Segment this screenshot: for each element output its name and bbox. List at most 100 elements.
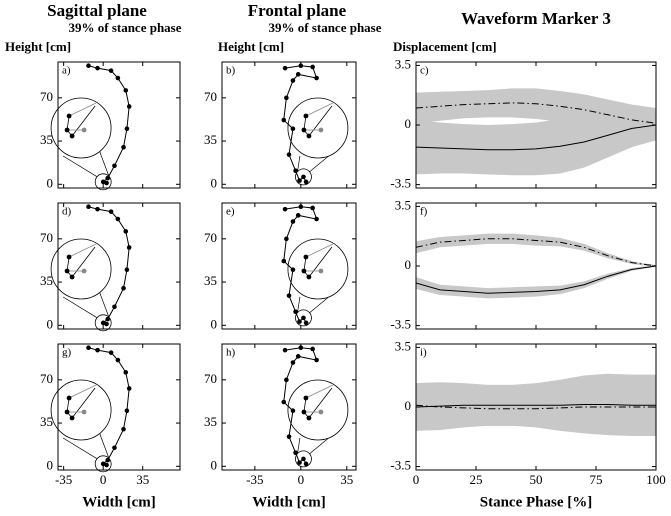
- panel-label: d): [62, 206, 72, 218]
- marker: [303, 179, 309, 185]
- inset-dot: [64, 409, 70, 415]
- marker: [95, 65, 100, 71]
- marker: [290, 219, 296, 224]
- inset-detail: [303, 384, 334, 413]
- mean-line: [415, 403, 656, 408]
- axes-box: [57, 202, 181, 330]
- marker: [290, 408, 296, 414]
- mean-line: [415, 124, 657, 151]
- x-tick-label: 35: [340, 472, 353, 487]
- zoom-connector: [62, 155, 98, 178]
- x-tick-label: 25: [470, 472, 483, 487]
- y-axis-label: Displacement [cm]: [393, 39, 497, 54]
- mean-line: [415, 265, 657, 294]
- marker: [108, 68, 114, 73]
- marker: [295, 213, 301, 218]
- marker: [104, 462, 109, 468]
- marker: [293, 450, 298, 456]
- inset-dot: [306, 274, 312, 280]
- marker: [126, 245, 132, 250]
- marker: [314, 75, 319, 81]
- marker: [301, 456, 306, 462]
- zoom-spot: [295, 168, 312, 186]
- marker: [282, 65, 288, 71]
- marker: [284, 377, 289, 383]
- y-tick-label: 0: [405, 398, 412, 413]
- marker: [281, 258, 287, 264]
- inset-dot: [306, 133, 312, 139]
- marker: [293, 168, 298, 174]
- inset-dot: [81, 127, 87, 133]
- marker: [310, 346, 315, 352]
- column-subtitle: 39% of stance phase: [68, 20, 181, 35]
- inset-dot: [66, 113, 72, 119]
- inset-dot: [306, 415, 312, 421]
- inset-dot: [69, 133, 75, 139]
- inset-detail: [303, 243, 334, 272]
- marker: [284, 95, 289, 101]
- zoom-connector: [62, 437, 98, 460]
- marker: [297, 319, 302, 324]
- y-tick-label: 70: [204, 89, 217, 104]
- zoom-spot: [94, 314, 112, 332]
- inset-dot: [66, 254, 72, 260]
- marker: [121, 285, 126, 291]
- inset-dot: [303, 395, 309, 401]
- marker: [124, 126, 130, 132]
- y-tick-label: 70: [204, 230, 217, 245]
- inset-dot: [301, 268, 307, 274]
- marker: [108, 209, 114, 214]
- marker: [290, 78, 296, 83]
- sd-band: [416, 88, 656, 139]
- panel-label: g): [62, 347, 72, 359]
- x-axis-label: Stance Phase [%]: [480, 494, 593, 510]
- inset-detail: [66, 387, 96, 419]
- marker: [282, 206, 288, 212]
- marker: [112, 304, 117, 310]
- marker: [281, 399, 287, 405]
- marker: [301, 315, 306, 321]
- axes-box: [221, 343, 357, 471]
- axes-box: [415, 202, 657, 330]
- column-subtitle: 39% of stance phase: [268, 20, 381, 35]
- x-tick-label: 0: [413, 472, 420, 487]
- inset-detail: [303, 387, 333, 419]
- marker: [104, 321, 109, 327]
- marker: [95, 206, 100, 212]
- zoom-spot: [295, 450, 312, 468]
- sd-band: [416, 384, 656, 430]
- marker: [105, 457, 111, 463]
- marker: [295, 354, 301, 359]
- axes-box: [57, 61, 181, 189]
- inset-dot: [301, 409, 307, 415]
- axes-box: [221, 202, 357, 330]
- axes-box: [221, 61, 357, 189]
- inset-detail: [67, 102, 97, 131]
- panel-label: h): [226, 347, 236, 359]
- marker: [290, 126, 296, 132]
- y-tick-label: 70: [40, 371, 53, 386]
- x-axis-label: Width [cm]: [252, 494, 325, 510]
- zoom-connector: [297, 437, 301, 454]
- x-axis-label: Width [cm]: [82, 494, 155, 510]
- marker: [95, 347, 100, 353]
- marker: [121, 144, 126, 150]
- zoom-connector: [297, 296, 301, 313]
- marker: [104, 180, 109, 186]
- marker: [126, 386, 132, 391]
- marker: [290, 360, 296, 365]
- inset-circle: [50, 97, 112, 159]
- zoom-spot: [94, 455, 112, 473]
- zoom-connector: [62, 296, 98, 319]
- marker: [121, 426, 126, 432]
- marker: [86, 204, 91, 210]
- panel-label: i): [420, 347, 427, 359]
- sd-band: [416, 233, 656, 267]
- inset-dot: [303, 113, 309, 119]
- x-tick-label: 75: [590, 472, 603, 487]
- zoom-spot: [295, 309, 312, 327]
- marker: [105, 316, 111, 322]
- column-title: Waveform Marker 3: [461, 9, 611, 28]
- zoom-spot: [94, 173, 112, 191]
- y-tick-label: 0: [405, 257, 412, 272]
